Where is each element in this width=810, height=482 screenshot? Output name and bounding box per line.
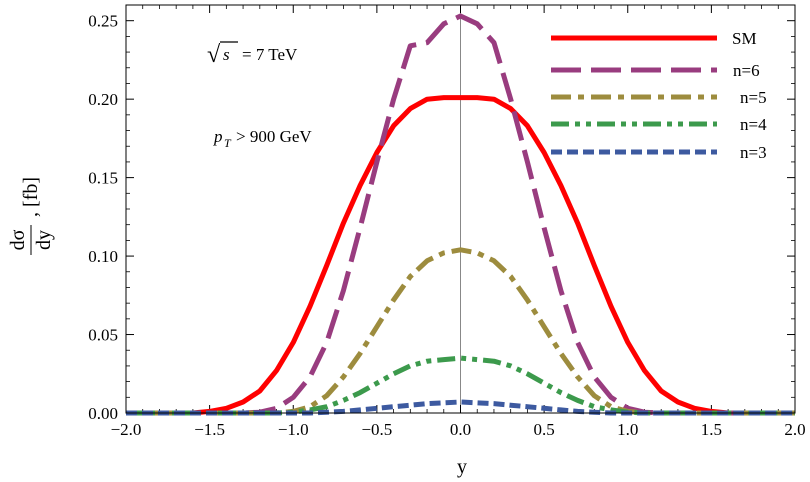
plot-frame: [125, 4, 796, 414]
axes: −2.0 −1.5 −1.0 −0.5 0.0 0.5 1.0 1.5 2.0 0.00 0.05 0…: [88, 4, 806, 439]
pt-subscript: T: [224, 136, 232, 150]
y-tick-label: 0.25: [88, 12, 118, 31]
x-tick-label: 0.0: [450, 420, 471, 439]
energy-s: s: [223, 45, 230, 64]
legend-label: n=3: [740, 143, 767, 162]
series-line-sm: [126, 95, 795, 416]
x-tick-label: −1.0: [278, 420, 309, 439]
legend-label: n=6: [733, 61, 760, 80]
x-tick-label: 1.0: [617, 420, 638, 439]
x-tick-label: 2.0: [784, 420, 805, 439]
y-tick-label: 0.00: [88, 404, 118, 423]
legend: SM n=6 n=5 n=4 n=3: [551, 29, 767, 162]
legend-label: SM: [732, 29, 757, 48]
x-tick-label: 0.5: [534, 420, 555, 439]
energy-sqrt-sign: √: [207, 42, 221, 68]
y-tick-label: 0.05: [88, 326, 118, 345]
pt-annotation: p T > 900 GeV: [213, 127, 312, 150]
y-tick-label: 0.10: [88, 247, 118, 266]
energy-value: = 7 TeV: [242, 45, 298, 64]
x-tick-label: −2.0: [111, 420, 142, 439]
y-tick-label: 0.15: [88, 169, 118, 188]
x-tick-label: 1.5: [701, 420, 722, 439]
y-axis-title: dσ dy , [fb]: [7, 177, 55, 255]
pt-p: p: [213, 127, 223, 146]
plot-border: [125, 4, 796, 414]
energy-annotation: √ s = 7 TeV: [207, 41, 298, 68]
y-axis-title-numerator: dσ: [7, 229, 29, 250]
x-tick-label: −0.5: [361, 420, 392, 439]
x-tick-label: −1.5: [194, 420, 225, 439]
y-axis-title-unit: , [fb]: [20, 177, 42, 217]
legend-label: n=4: [740, 115, 767, 134]
x-axis-title: y: [457, 456, 467, 478]
pt-threshold: > 900 GeV: [236, 127, 312, 146]
legend-label: n=5: [740, 88, 767, 107]
y-axis-title-denominator: dy: [33, 230, 55, 250]
y-tick-label: 0.20: [88, 90, 118, 109]
